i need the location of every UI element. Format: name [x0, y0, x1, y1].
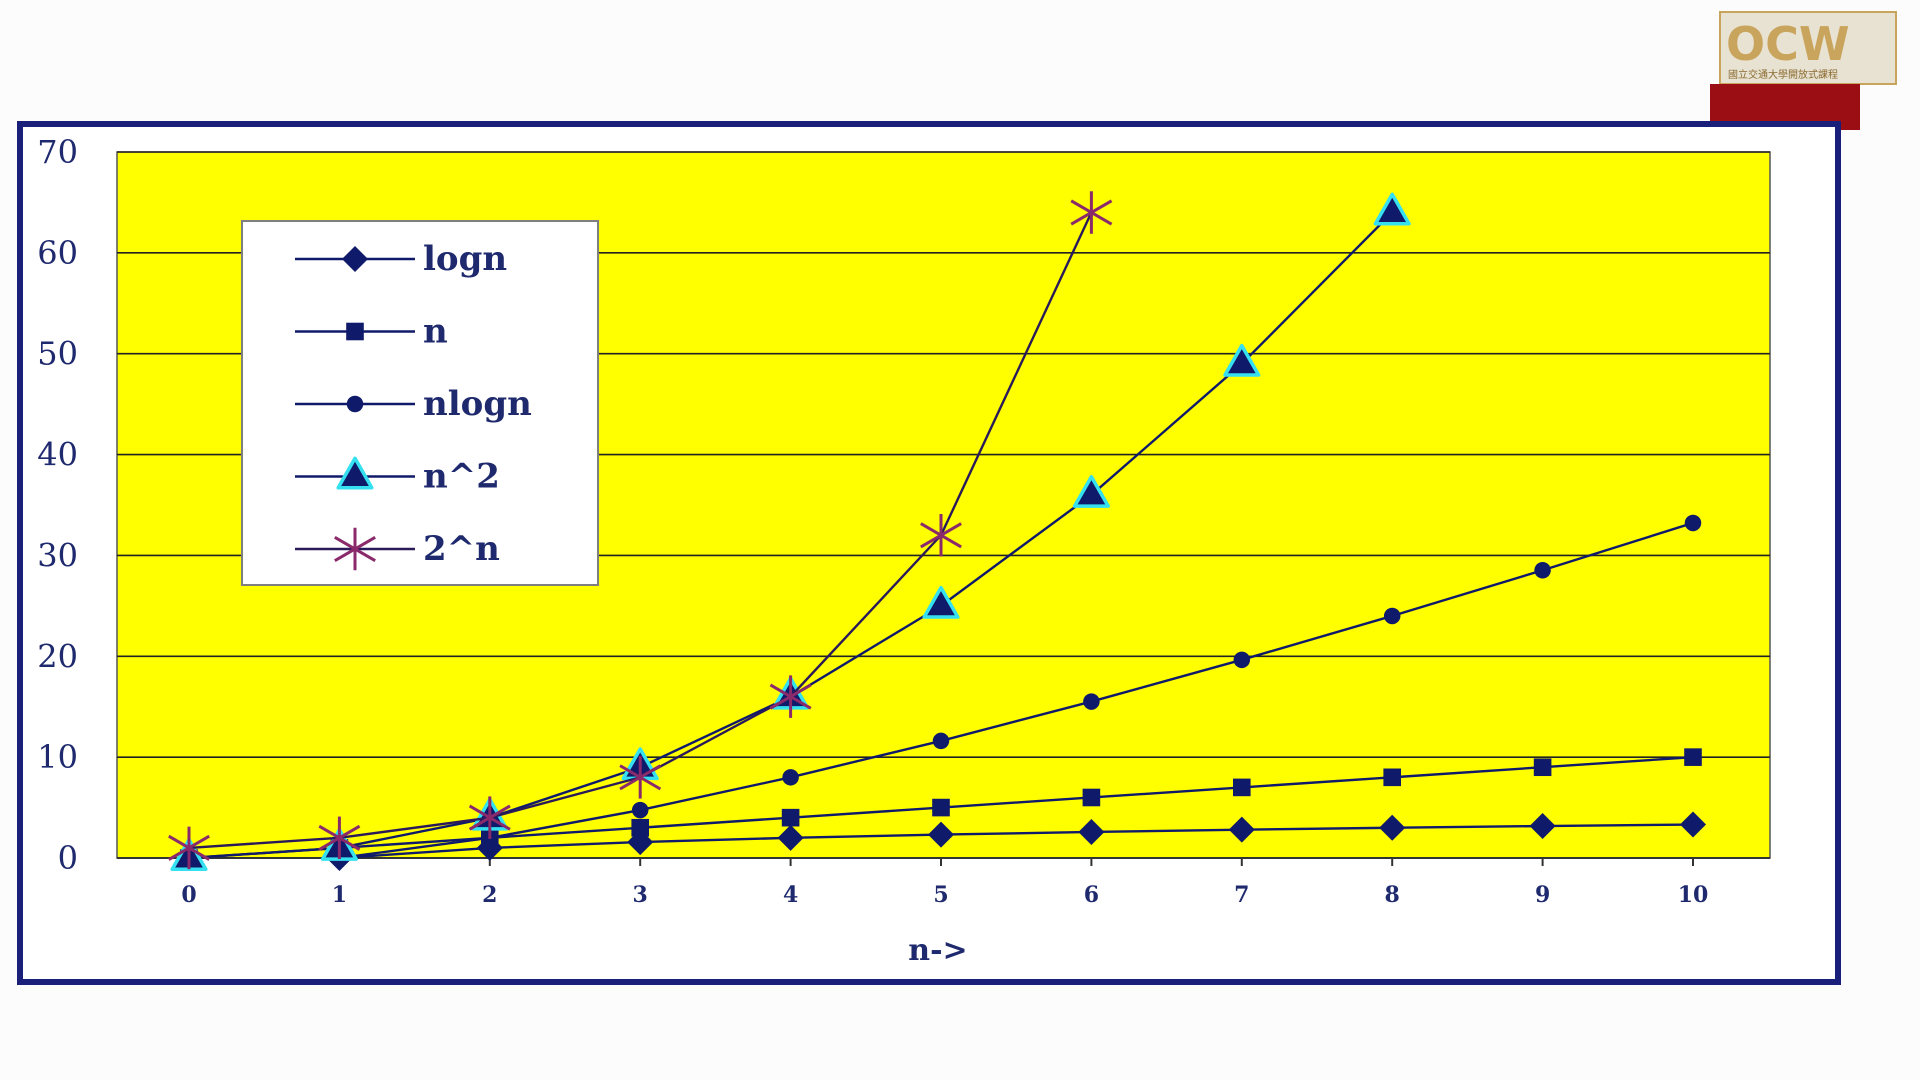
- data-point-2^n: [168, 826, 210, 870]
- legend-item-n^2: n^2: [295, 457, 500, 497]
- legend-label: nlogn: [423, 384, 532, 424]
- x-axis-label: n->: [908, 933, 967, 968]
- x-tick-label: 9: [1535, 882, 1550, 908]
- data-point-2^n: [920, 514, 962, 557]
- x-tick-label: 1: [332, 882, 347, 908]
- data-point-nlogn: [932, 732, 950, 750]
- logo-mark: OCW: [1726, 17, 1850, 71]
- legend-label: logn: [423, 239, 507, 279]
- data-point-n: [1082, 788, 1101, 807]
- data-point-logn: [1228, 816, 1255, 843]
- data-point-nlogn: [782, 769, 799, 786]
- data-point-2^n: [619, 756, 662, 799]
- axes: 0 10 20 30 40 50 60 70 0 1 2 3 4 5 6 7 8 9 10: [37, 133, 1770, 908]
- data-point-nlogn: [1083, 693, 1100, 710]
- x-tick-label: 3: [633, 882, 648, 908]
- data-point-n: [781, 808, 800, 827]
- data-point-nlogn: [1534, 562, 1551, 579]
- data-point-n^2: [1373, 192, 1411, 226]
- data-point-logn: [928, 821, 954, 848]
- legend-marker: [342, 246, 368, 272]
- y-tick-label: 60: [37, 234, 78, 272]
- data-point-2^n: [468, 796, 511, 839]
- data-point-n: [1233, 778, 1251, 797]
- y-tick-label: 0: [58, 839, 78, 877]
- series-nlogn: [331, 514, 1702, 867]
- x-tick-label: 4: [783, 882, 798, 908]
- legend-item-n: n: [295, 312, 448, 352]
- data-point-n: [1533, 758, 1552, 777]
- data-point-logn: [1529, 813, 1556, 840]
- y-tick-label: 10: [37, 738, 78, 776]
- x-tick-label: 6: [1084, 882, 1099, 908]
- data-point-n: [1383, 768, 1401, 787]
- series-line-nlogn: [339, 521, 1694, 860]
- logo-badge: [1719, 11, 1897, 85]
- data-point-nlogn: [1684, 514, 1702, 532]
- legend: logn n nlogn n^2 2^n: [241, 220, 599, 586]
- y-tick-label: 50: [37, 335, 78, 373]
- y-tick-label: 70: [37, 133, 78, 171]
- y-tick-label: 30: [37, 536, 78, 574]
- x-tick-label: 0: [181, 882, 196, 908]
- series-line-logn: [339, 823, 1694, 860]
- data-point-n^2: [922, 585, 960, 619]
- legend-label: 2^n: [423, 529, 500, 569]
- ocw-logo: OCW 國立交通大學開放式課程: [1719, 11, 1897, 85]
- data-point-nlogn: [631, 801, 649, 819]
- y-tick-label: 20: [37, 637, 78, 675]
- data-point-n^2: [1223, 343, 1261, 377]
- x-tick-label: 8: [1385, 882, 1400, 908]
- legend-item-logn: logn: [295, 239, 507, 279]
- legend-marker: [346, 322, 364, 341]
- legend-marker: [346, 395, 364, 413]
- data-point-n: [631, 818, 649, 837]
- data-point-logn: [1379, 814, 1406, 841]
- data-point-2^n: [318, 816, 361, 860]
- data-point-2^n: [1070, 191, 1113, 234]
- series-layer: [168, 191, 1706, 871]
- data-point-n^2: [1072, 474, 1110, 508]
- x-tick-label: 10: [1678, 882, 1709, 908]
- legend-marker: [336, 456, 374, 490]
- data-point-n: [932, 798, 950, 817]
- data-point-nlogn: [1233, 651, 1251, 669]
- data-point-nlogn: [1383, 607, 1401, 625]
- series-logn: [326, 811, 1706, 871]
- legend-marker: [334, 527, 376, 571]
- data-point-logn: [1078, 818, 1105, 845]
- legend-item-nlogn: nlogn: [295, 384, 532, 424]
- legend-label: n^2: [423, 457, 500, 497]
- data-point-n: [1684, 748, 1702, 766]
- legend-label: n: [423, 312, 448, 352]
- series-2^n: [168, 191, 1113, 870]
- x-tick-label: 7: [1234, 882, 1249, 908]
- y-tick-label: 40: [37, 436, 78, 474]
- data-point-logn: [1680, 811, 1706, 838]
- data-point-logn: [777, 824, 804, 851]
- logo-caption: 國立交通大學開放式課程: [1728, 68, 1838, 81]
- x-tick-label: 2: [482, 882, 497, 908]
- x-tick-label: 5: [933, 882, 948, 908]
- legend-item-2^n: 2^n: [295, 527, 500, 571]
- data-point-2^n: [769, 675, 812, 718]
